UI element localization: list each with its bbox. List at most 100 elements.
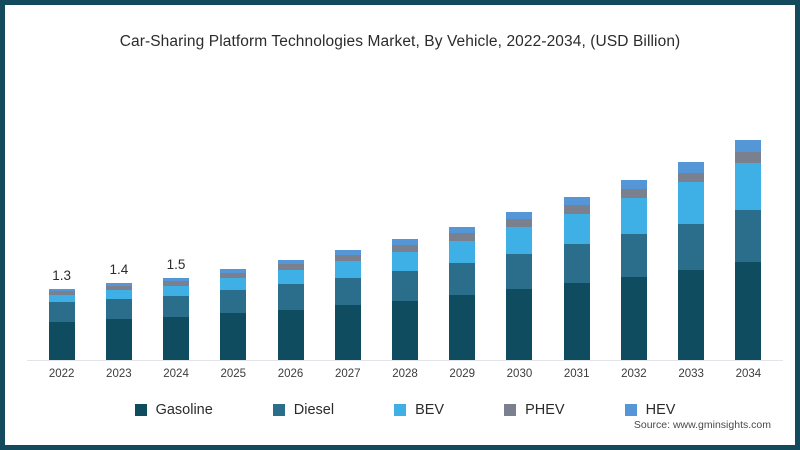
bar-segment-diesel-2025[interactable] (220, 290, 247, 314)
bar-2025[interactable] (220, 269, 247, 360)
bar-segment-bev-2024[interactable] (163, 286, 190, 296)
bar-segment-phev-2031[interactable] (563, 204, 590, 214)
bar-segment-hev-2027[interactable] (334, 249, 361, 255)
bar-segment-bev-2025[interactable] (220, 278, 247, 291)
bar-value-label-2022: 1.3 (52, 267, 71, 283)
bar-2032[interactable] (620, 179, 647, 360)
bar-segment-gasoline-2025[interactable] (220, 313, 247, 360)
bar-segment-phev-2030[interactable] (506, 219, 533, 228)
bar-2022[interactable]: 1.3 (48, 268, 75, 360)
bar-segment-diesel-2034[interactable] (735, 210, 762, 263)
bar-segment-diesel-2030[interactable] (506, 253, 533, 290)
bar-segment-hev-2026[interactable] (277, 259, 304, 265)
bar-segment-diesel-2023[interactable] (105, 299, 132, 320)
x-axis-line (27, 360, 783, 361)
legend-label: Gasoline (155, 402, 213, 418)
bar-segment-hev-2032[interactable] (620, 179, 647, 190)
bar-segment-diesel-2027[interactable] (334, 277, 361, 306)
bar-segment-gasoline-2022[interactable] (48, 321, 75, 360)
bar-segment-phev-2024[interactable] (163, 281, 190, 287)
bar-segment-hev-2022[interactable] (48, 288, 75, 291)
bar-segment-gasoline-2024[interactable] (163, 317, 190, 360)
bar-segment-hev-2034[interactable] (735, 140, 762, 153)
bar-segment-phev-2032[interactable] (620, 189, 647, 199)
bar-segment-phev-2026[interactable] (277, 264, 304, 271)
x-tick-2030: 2030 (506, 368, 533, 380)
bar-segment-diesel-2026[interactable] (277, 284, 304, 310)
bar-2024[interactable]: 1.5 (163, 257, 190, 360)
bar-2033[interactable] (678, 162, 705, 360)
bar-2023[interactable]: 1.4 (105, 262, 132, 360)
bar-segment-hev-2033[interactable] (678, 162, 705, 173)
bar-segment-hev-2025[interactable] (220, 269, 247, 273)
bar-2027[interactable] (334, 249, 361, 360)
bar-segment-hev-2024[interactable] (163, 277, 190, 282)
bar-segment-bev-2027[interactable] (334, 261, 361, 278)
legend-item-diesel[interactable]: Diesel (272, 402, 334, 418)
bar-segment-hev-2028[interactable] (392, 239, 418, 245)
bar-segment-bev-2029[interactable] (449, 240, 476, 263)
bar-segment-bev-2033[interactable] (678, 182, 705, 224)
legend-item-phev[interactable]: PHEV (504, 402, 565, 418)
bar-segment-gasoline-2028[interactable] (392, 300, 418, 360)
bar-2029[interactable] (449, 226, 476, 360)
bar-segment-bev-2023[interactable] (105, 290, 132, 300)
bar-segment-diesel-2028[interactable] (392, 271, 418, 301)
bar-segment-diesel-2031[interactable] (563, 244, 590, 284)
legend-item-gasoline[interactable]: Gasoline (134, 402, 213, 418)
bar-segment-phev-2022[interactable] (48, 290, 75, 295)
legend-label: HEV (645, 402, 676, 418)
bar-segment-diesel-2022[interactable] (48, 302, 75, 322)
chart-legend: Gasoline Diesel BEV PHEV HEV (5, 397, 800, 423)
bar-segment-bev-2022[interactable] (48, 294, 75, 303)
bar-segment-diesel-2032[interactable] (620, 233, 647, 277)
x-tick-2025: 2025 (220, 368, 247, 380)
legend-swatch-phev-icon (504, 404, 517, 416)
bar-segment-phev-2028[interactable] (392, 244, 418, 253)
bar-segment-phev-2033[interactable] (678, 172, 705, 183)
bar-segment-phev-2027[interactable] (334, 254, 361, 262)
legend-item-bev[interactable]: BEV (394, 402, 444, 418)
bar-segment-gasoline-2029[interactable] (449, 295, 476, 360)
bar-segment-diesel-2024[interactable] (163, 295, 190, 318)
bar-segment-gasoline-2032[interactable] (620, 276, 647, 360)
legend-swatch-bev-icon (394, 404, 407, 416)
bar-2034[interactable] (735, 140, 762, 360)
bar-segment-bev-2034[interactable] (735, 163, 762, 211)
bar-segment-gasoline-2027[interactable] (334, 305, 361, 360)
bar-segment-hev-2023[interactable] (105, 283, 132, 287)
chart-title: Car-Sharing Platform Technologies Market… (119, 33, 681, 50)
bar-segment-gasoline-2034[interactable] (735, 262, 762, 360)
bar-segment-hev-2031[interactable] (563, 196, 590, 205)
bar-segment-diesel-2029[interactable] (449, 263, 476, 296)
bar-2028[interactable] (392, 239, 418, 360)
bar-segment-gasoline-2023[interactable] (105, 319, 132, 360)
bar-segment-gasoline-2030[interactable] (506, 289, 533, 360)
bar-segment-bev-2026[interactable] (277, 270, 304, 285)
bar-segment-bev-2028[interactable] (392, 252, 418, 272)
bar-segment-gasoline-2026[interactable] (277, 309, 304, 360)
bar-2026[interactable] (277, 259, 304, 360)
x-axis-tick-labels: 2022 2023 2024 2025 2026 2027 2028 2029 2030 2031… (33, 368, 777, 388)
bar-segment-phev-2023[interactable] (105, 286, 132, 291)
bar-value-label-2024: 1.5 (166, 256, 186, 272)
bar-segment-phev-2034[interactable] (735, 152, 762, 164)
bar-segment-hev-2030[interactable] (506, 212, 533, 220)
bar-segment-bev-2030[interactable] (506, 227, 533, 254)
bar-segment-phev-2025[interactable] (220, 272, 247, 279)
bar-2031[interactable] (563, 196, 590, 360)
bar-segment-gasoline-2031[interactable] (563, 283, 590, 360)
bar-segment-gasoline-2033[interactable] (678, 270, 705, 360)
bar-segment-hev-2029[interactable] (449, 226, 476, 233)
source-attribution: Source: www.gminsights.com (633, 419, 771, 431)
legend-swatch-gasoline-icon (134, 404, 147, 416)
bar-segment-bev-2032[interactable] (620, 198, 647, 234)
bar-segment-bev-2031[interactable] (563, 213, 590, 245)
bar-segment-diesel-2033[interactable] (678, 223, 705, 271)
bar-2030[interactable] (506, 212, 533, 360)
legend-item-hev[interactable]: HEV (624, 402, 676, 418)
x-tick-2029: 2029 (449, 368, 476, 380)
x-tick-2033: 2033 (678, 368, 704, 380)
bar-segment-phev-2029[interactable] (449, 232, 476, 241)
